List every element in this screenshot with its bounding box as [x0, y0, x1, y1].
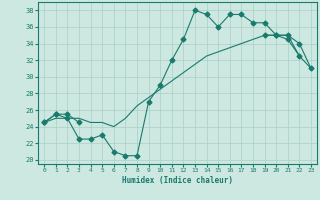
X-axis label: Humidex (Indice chaleur): Humidex (Indice chaleur)	[122, 176, 233, 185]
